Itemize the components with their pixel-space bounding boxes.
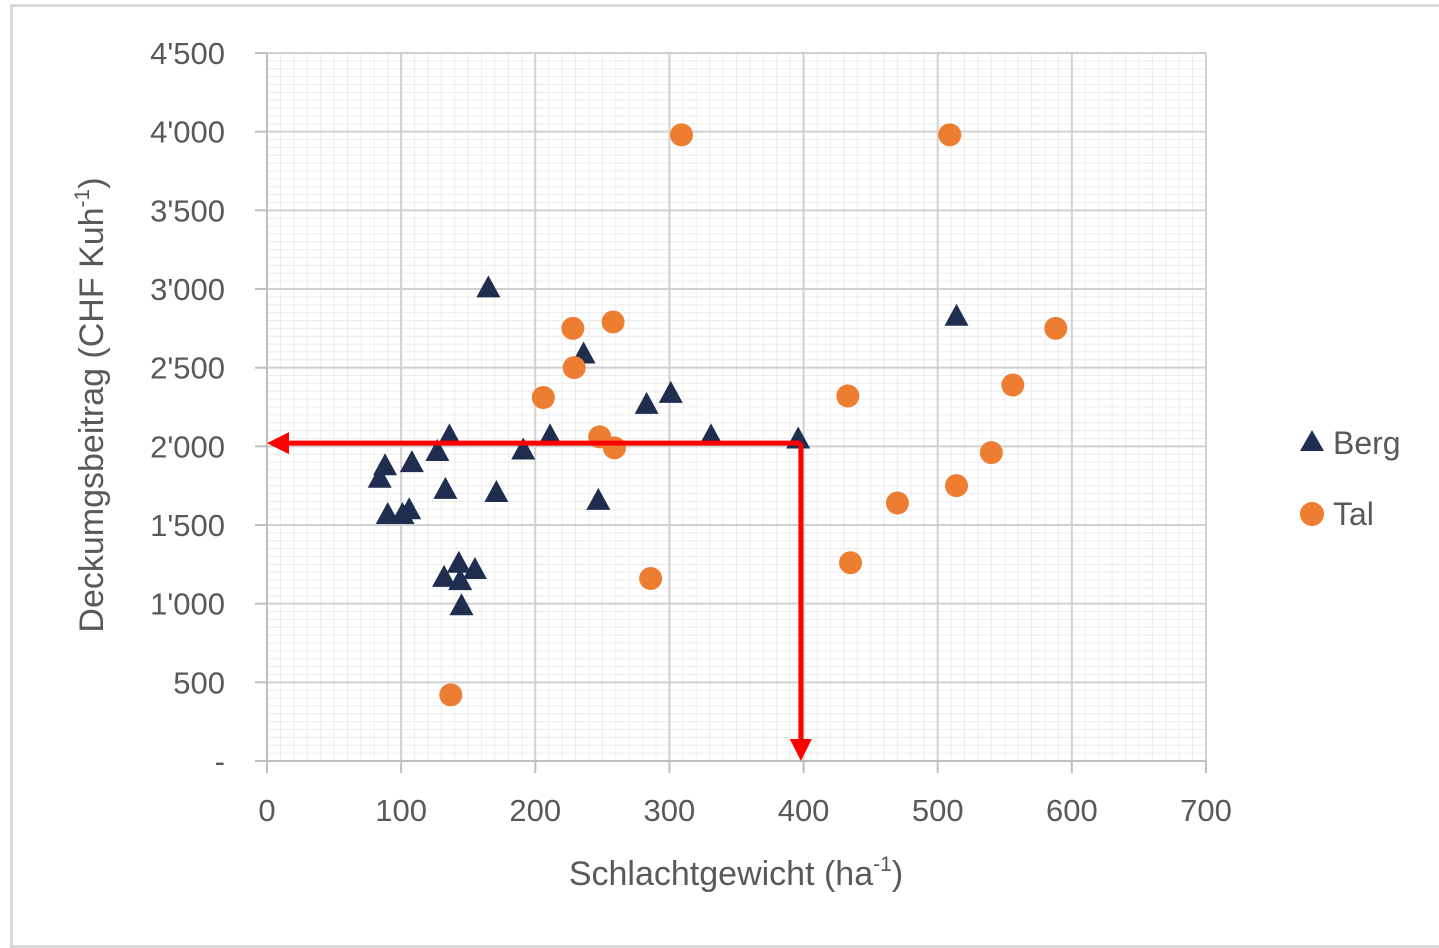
point-berg (448, 568, 473, 591)
point-tal (979, 441, 1003, 465)
point-tal (531, 386, 555, 410)
point-berg (449, 593, 474, 616)
y-tick-labels: - 500 1'000 1'500 2'000 2'500 3'000 3'500 4'000 4… (150, 36, 225, 779)
y-tick-label: 3'500 (150, 193, 225, 228)
x-tick-label: 600 (1046, 793, 1098, 828)
x-tick-label: 700 (1180, 793, 1232, 828)
y-tick-label: - (215, 744, 225, 779)
y-tick-label: 4'500 (150, 36, 225, 71)
x-tick-label: 400 (778, 793, 830, 828)
point-berg (484, 479, 509, 502)
point-berg (399, 450, 424, 473)
point-tal (561, 316, 585, 340)
arrow-head-0 (267, 432, 289, 455)
point-tal (938, 123, 962, 147)
point-berg (373, 453, 398, 476)
legend: Berg Tal (1300, 425, 1401, 532)
x-tick-label: 500 (912, 793, 964, 828)
y-tick-label: 500 (173, 665, 225, 700)
point-berg (433, 476, 458, 499)
point-tal (439, 683, 463, 707)
legend-item-berg: Berg (1300, 425, 1401, 461)
x-tick-labels: 0 100 200 300 400 500 600 700 (258, 793, 1231, 828)
minor-gridlines (267, 53, 1206, 761)
point-berg (658, 380, 683, 403)
x-tick-label: 300 (644, 793, 696, 828)
x-tick-label: 0 (258, 793, 275, 828)
point-berg (425, 439, 450, 462)
y-axis-title: Deckumgsbeitrag (CHF Kuh-1) (71, 177, 111, 632)
point-tal (601, 310, 625, 334)
legend-item-tal: Tal (1300, 496, 1374, 532)
y-tick-label: 1'000 (150, 587, 225, 622)
point-berg (432, 564, 457, 587)
axes (255, 52, 1207, 773)
legend-circle-icon (1300, 502, 1324, 526)
point-tal (839, 551, 863, 575)
point-tal (1044, 316, 1068, 340)
x-axis-title: Schlachtgewicht (ha-1) (569, 853, 903, 893)
point-berg (437, 423, 462, 446)
x-tick-label: 100 (375, 793, 427, 828)
point-berg (699, 423, 724, 446)
point-berg (397, 497, 422, 520)
y-tick-label: 4'000 (150, 115, 225, 150)
point-berg (367, 465, 392, 488)
point-tal (670, 123, 694, 147)
y-tick-label: 2'500 (150, 351, 225, 386)
point-berg (476, 275, 501, 298)
y-tick-label: 3'000 (150, 272, 225, 307)
point-berg (446, 550, 471, 573)
legend-triangle-icon (1300, 430, 1324, 451)
point-tal (602, 436, 626, 460)
point-berg (586, 487, 611, 510)
point-tal (836, 384, 860, 408)
point-berg (634, 391, 659, 414)
point-berg (511, 437, 536, 460)
legend-label-berg: Berg (1333, 425, 1401, 461)
x-tick-label: 200 (509, 793, 561, 828)
point-tal (639, 566, 663, 590)
point-tal (562, 356, 586, 380)
arrow-head-1 (789, 739, 812, 761)
point-tal (1001, 373, 1025, 397)
data-points (367, 123, 1068, 707)
y-tick-label: 2'000 (150, 429, 225, 464)
point-tal (944, 474, 968, 498)
point-tal (885, 491, 909, 515)
y-tick-label: 1'500 (150, 508, 225, 543)
red-arrows (267, 432, 812, 761)
legend-label-tal: Tal (1333, 496, 1374, 532)
point-berg (462, 557, 487, 580)
point-berg (944, 303, 969, 326)
point-berg (538, 423, 563, 446)
